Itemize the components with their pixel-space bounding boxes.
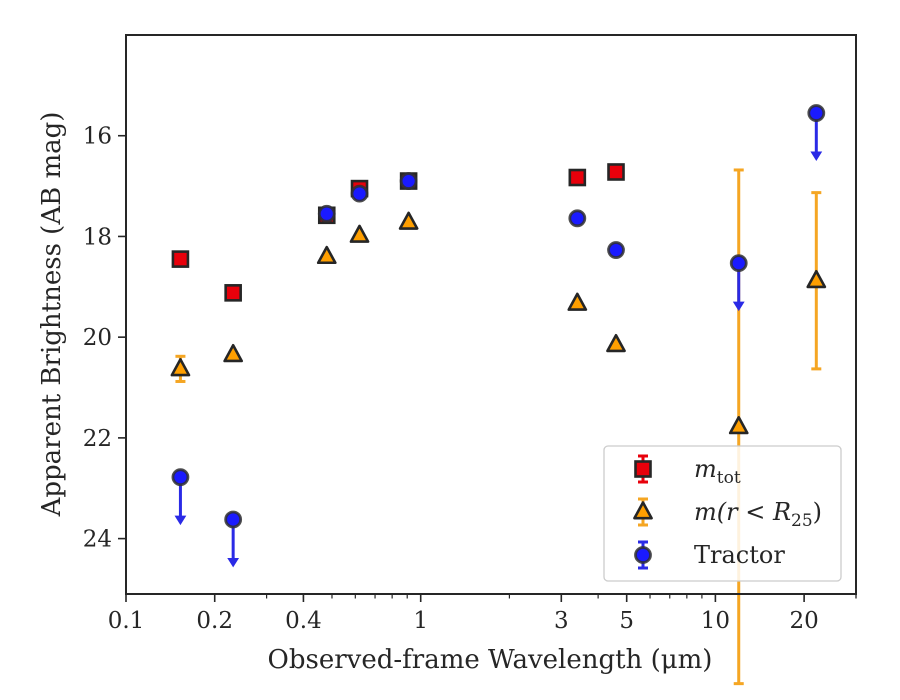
y-tick-label: 18 xyxy=(83,224,112,250)
x-axis-label: Observed-frame Wavelength (μm) xyxy=(268,645,713,675)
data-point-triangle xyxy=(316,245,337,265)
data-point-circle xyxy=(607,241,625,259)
data-point-square xyxy=(171,250,190,268)
legend-marker-triangle xyxy=(633,501,653,520)
data-point-triangle xyxy=(349,224,370,243)
data-point-triangle xyxy=(223,343,244,363)
data-point-triangle xyxy=(398,211,419,230)
legend-label: m(r < R25) xyxy=(694,498,822,531)
data-point-square xyxy=(224,284,242,302)
data-point-circle xyxy=(171,468,190,487)
axes-frame xyxy=(125,34,857,595)
y-tick-label: 20 xyxy=(83,325,112,351)
legend-box xyxy=(603,445,842,582)
upper-limit-arrowhead xyxy=(810,151,823,162)
x-tick-label: 10 xyxy=(701,608,730,634)
data-point-circle xyxy=(568,209,587,228)
data-point-circle xyxy=(729,254,748,273)
plot-area xyxy=(170,104,827,686)
y-axis-label: Apparent Brightness (AB mag) xyxy=(37,112,67,518)
data-point-circle xyxy=(317,204,336,223)
data-point-square xyxy=(607,163,625,181)
x-tick-label: 0.2 xyxy=(196,608,233,634)
y-tick-label: 24 xyxy=(83,527,112,553)
data-point-triangle xyxy=(567,292,588,311)
data-point-circle xyxy=(224,510,243,529)
axes: Observed-frame Wavelength (μm) Apparent … xyxy=(37,34,857,675)
x-tick-label: 1 xyxy=(413,608,428,634)
x-tick-label: 20 xyxy=(789,608,818,634)
upper-limit-arrowhead xyxy=(732,301,745,312)
upper-limit-arrowhead xyxy=(174,515,187,526)
legend-marker-square xyxy=(634,460,652,478)
data-point-circle xyxy=(807,104,826,122)
series-circle xyxy=(171,104,826,568)
upper-limit-arrowhead xyxy=(227,557,240,568)
data-point-circle xyxy=(350,184,369,203)
x-tick-label: 0.4 xyxy=(285,608,322,634)
legend: mtot m(r < R25) Tractor xyxy=(603,445,842,582)
x-tick-label: 0.1 xyxy=(108,608,145,634)
data-point-triangle xyxy=(606,333,626,353)
data-point-triangle xyxy=(728,416,749,435)
legend-label: mtot xyxy=(694,455,741,488)
data-point-circle xyxy=(399,172,418,190)
data-point-triangle xyxy=(170,358,191,377)
x-tick-label: 3 xyxy=(554,608,569,634)
data-point-triangle xyxy=(806,269,827,289)
x-tick-label: 5 xyxy=(619,608,634,634)
legend-label: Tractor xyxy=(694,541,785,569)
y-tick-label: 16 xyxy=(83,124,112,150)
legend-marker-circle xyxy=(634,546,652,564)
data-point-square xyxy=(568,168,587,187)
y-tick-label: 22 xyxy=(83,426,112,452)
